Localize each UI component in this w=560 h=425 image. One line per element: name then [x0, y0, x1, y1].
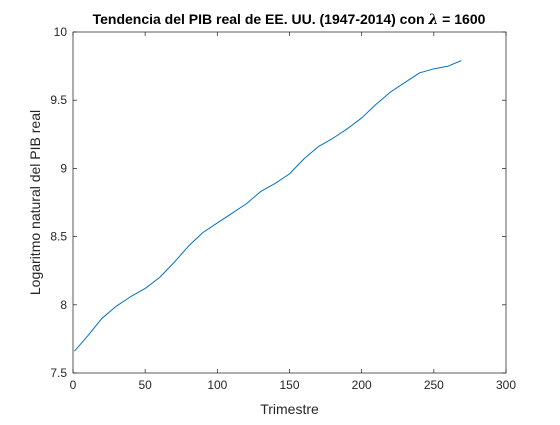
y-tick-label: 10 [54, 25, 68, 39]
y-axis-label: Logaritmo natural del PIB real [27, 110, 43, 295]
x-tick-label: 150 [279, 378, 299, 392]
y-tick-label: 8 [60, 298, 67, 312]
x-axis-label: Trimestre [260, 401, 319, 417]
plot-area [73, 32, 506, 373]
x-tick-label: 50 [138, 378, 152, 392]
y-tick-label: 7.5 [50, 366, 67, 380]
x-tick-label: 250 [424, 378, 444, 392]
y-tick-label: 8.5 [50, 230, 67, 244]
x-tick-label: 200 [352, 378, 372, 392]
y-tick-label: 9 [60, 161, 67, 175]
x-tick-label: 300 [496, 378, 516, 392]
x-tick-label: 100 [207, 378, 227, 392]
chart-title: Tendencia del PIB real de EE. UU. (1947-… [93, 11, 486, 28]
y-tick-label: 9.5 [50, 93, 67, 107]
x-tick-label: 0 [70, 378, 77, 392]
title-lambda-symbol: λ [427, 12, 438, 28]
